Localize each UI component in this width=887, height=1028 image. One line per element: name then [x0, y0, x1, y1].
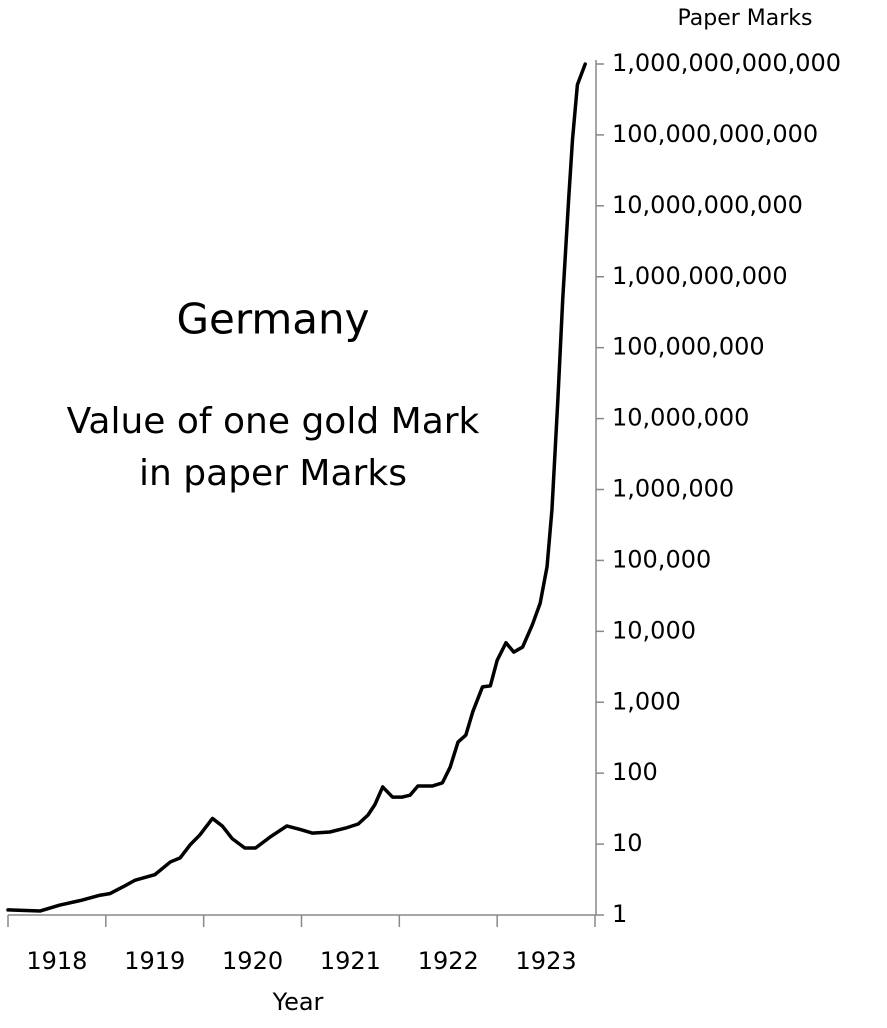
chart-subtitle: in paper Marks [139, 453, 407, 494]
chart-subtitle: Value of one gold Mark [67, 401, 480, 442]
y-tick-label: 1,000,000,000 [612, 262, 788, 290]
x-axis-label: Year [272, 988, 324, 1016]
x-tick-label: 1923 [516, 947, 577, 975]
y-tick-label: 10,000,000 [612, 404, 749, 432]
y-tick-label: 10,000,000,000 [612, 191, 803, 219]
chart-title: Germany [176, 295, 369, 344]
y-tick-label: 100,000 [612, 545, 711, 573]
y-tick-label: 1,000,000,000,000 [612, 49, 841, 77]
y-tick-label: 100 [612, 758, 658, 786]
y-tick-label: 100,000,000,000 [612, 120, 818, 148]
x-tick-label: 1920 [222, 947, 283, 975]
x-tick-label: 1919 [124, 947, 185, 975]
y-tick-label: 1,000,000 [612, 475, 734, 503]
y-tick-label: 10,000 [612, 616, 696, 644]
y-tick-label: 10 [612, 829, 643, 857]
y-tick-label: 1,000 [612, 687, 681, 715]
x-tick-label: 1922 [418, 947, 479, 975]
x-tick-label: 1918 [26, 947, 87, 975]
data-line [6, 62, 587, 913]
y-axis-label: Paper Marks [677, 6, 812, 31]
y-tick-label: 100,000,000 [612, 333, 765, 361]
x-tick-label: 1921 [320, 947, 381, 975]
y-tick-label: 1 [612, 900, 627, 928]
